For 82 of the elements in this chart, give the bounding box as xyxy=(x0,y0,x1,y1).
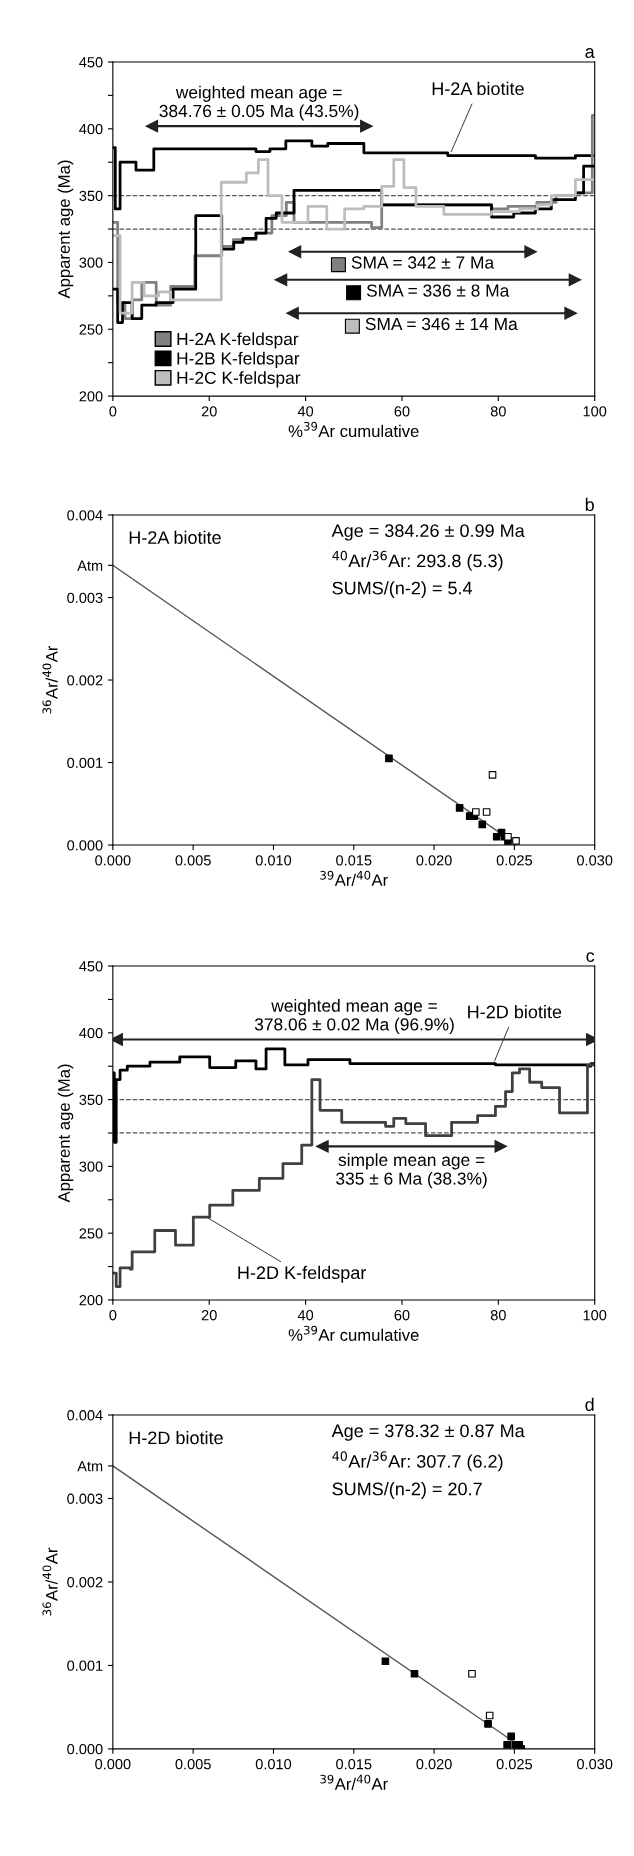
annotation: H-2D biotite xyxy=(468,1005,562,1019)
x-tick-label: 0.025 xyxy=(496,855,533,866)
x-tick-label: 0.005 xyxy=(175,855,211,866)
x-tick-label: 20 xyxy=(201,1310,217,1321)
y-axis-title: Apparent age (Ma) xyxy=(57,1064,74,1203)
y-tick-label: 250 xyxy=(79,1228,103,1239)
x-tick-label: 0.025 xyxy=(496,1759,533,1770)
y-tick-label: 0.002 xyxy=(67,1577,103,1588)
x-axis-title: $^{39}$Ar/$^{40}$Ar xyxy=(320,870,388,887)
y-tick-label: 0.003 xyxy=(67,592,103,603)
x-axis-title: $^{39}$Ar/$^{40}$Ar xyxy=(320,1774,388,1790)
annotation: SMA = 346 ± 14 Ma xyxy=(365,317,518,331)
y-axis-title: $^{36}$Ar/$^{40}$Ar xyxy=(42,645,58,714)
annotation: SMA = 336 ± 8 Ma xyxy=(366,284,510,297)
x-tick-label: 0 xyxy=(109,1310,117,1321)
y-tick-label: 0.001 xyxy=(67,1660,103,1671)
annotation: H-2D biotite xyxy=(129,1430,223,1445)
x-tick-label: 0.030 xyxy=(577,855,613,866)
x-tick-label: 0.030 xyxy=(577,1759,613,1770)
legend-label: H-2B K-feldspar xyxy=(177,351,300,368)
x-tick-label: 40 xyxy=(297,406,314,417)
annotation: Age = 384.26 ± 0.99 Ma xyxy=(331,524,525,541)
x-tick-label: 0.000 xyxy=(95,855,131,866)
y-tick-label: 200 xyxy=(79,1295,103,1306)
annotation: H-2D K-feldspar xyxy=(238,1265,367,1283)
x-axis-title: %$^{39}$Ar cumulative xyxy=(288,421,419,438)
y-tick-label: Atm xyxy=(77,1461,103,1472)
x-tick-label: 100 xyxy=(583,406,607,417)
y-tick-label: 300 xyxy=(79,1161,103,1172)
x-tick-label: 0.020 xyxy=(416,1759,452,1770)
legend-label: H-2C K-feldspar xyxy=(177,371,301,388)
y-tick-label: 0.004 xyxy=(67,1410,103,1421)
y-axis-title: $^{36}$Ar/$^{40}$Ar xyxy=(42,1547,58,1616)
x-tick-label: 100 xyxy=(583,1310,607,1321)
x-tick-label: 80 xyxy=(490,406,506,417)
annotation: H-2A biotite xyxy=(129,530,221,544)
y-tick-label: 0.001 xyxy=(67,757,103,768)
y-axis-title: Apparent age (Ma) xyxy=(57,160,74,299)
annotation: $^{40}$Ar/$^{36}$Ar: 307.7 (6.2) xyxy=(332,1451,503,1472)
annotation: SUMS/(n-2) = 20.7 xyxy=(332,1482,482,1499)
y-tick-label: 350 xyxy=(79,1094,103,1106)
y-tick-label: 450 xyxy=(79,57,103,68)
x-tick-label: 0.005 xyxy=(175,1759,211,1770)
y-tick-label: 0.002 xyxy=(67,675,103,686)
annotation: H-2A biotite xyxy=(432,81,524,96)
chart-title: a xyxy=(585,48,595,58)
x-tick-label: 0.015 xyxy=(336,1759,372,1770)
annotation: Age = 378.32 ± 0.87 Ma xyxy=(331,1424,525,1441)
y-tick-label: 400 xyxy=(79,1027,103,1039)
annotation: simple mean age = 335 ± 6 Ma (38.3%) xyxy=(336,1153,487,1189)
x-tick-label: 0 xyxy=(109,406,117,417)
annotation: SMA = 342 ± 7 Ma xyxy=(351,256,495,269)
annotation: $^{40}$Ar/$^{36}$Ar: 293.8 (5.3) xyxy=(332,550,503,571)
annotation: weighted mean age = 384.76 ± 0.05 Ma (43.5%) xyxy=(159,85,359,121)
x-tick-label: 0.010 xyxy=(255,1759,292,1770)
x-tick-label: 60 xyxy=(394,1310,410,1321)
chart-title: c xyxy=(586,952,595,963)
x-tick-label: 80 xyxy=(490,1310,506,1321)
y-tick-label: 200 xyxy=(79,391,103,402)
y-tick-label: 300 xyxy=(79,257,103,268)
y-tick-label: 0.000 xyxy=(67,840,103,851)
chart-title: b xyxy=(585,497,594,512)
y-tick-label: 400 xyxy=(79,123,103,135)
x-tick-label: 20 xyxy=(201,406,217,417)
y-tick-label: 450 xyxy=(79,961,103,972)
x-tick-label: 0.015 xyxy=(336,855,372,866)
x-tick-label: 0.000 xyxy=(95,1759,131,1770)
x-axis-title: %$^{39}$Ar cumulative xyxy=(288,1325,419,1341)
legend-label: H-2A K-feldspar xyxy=(177,332,299,349)
x-tick-label: 0.020 xyxy=(416,855,452,866)
x-tick-label: 60 xyxy=(394,406,410,417)
y-tick-label: Atm xyxy=(77,560,103,571)
y-tick-label: 350 xyxy=(79,190,103,202)
chart-title: d xyxy=(585,1397,594,1412)
y-tick-label: 0.004 xyxy=(67,510,103,521)
annotation: SUMS/(n-2) = 5.4 xyxy=(332,581,473,599)
y-tick-label: 0.000 xyxy=(67,1744,103,1755)
x-tick-label: 0.010 xyxy=(255,855,292,866)
annotation: weighted mean age = 378.06 ± 0.02 Ma (96.9%) xyxy=(254,999,454,1034)
y-tick-label: 0.003 xyxy=(67,1493,103,1504)
y-tick-label: 250 xyxy=(79,324,103,335)
x-tick-label: 40 xyxy=(297,1310,314,1321)
